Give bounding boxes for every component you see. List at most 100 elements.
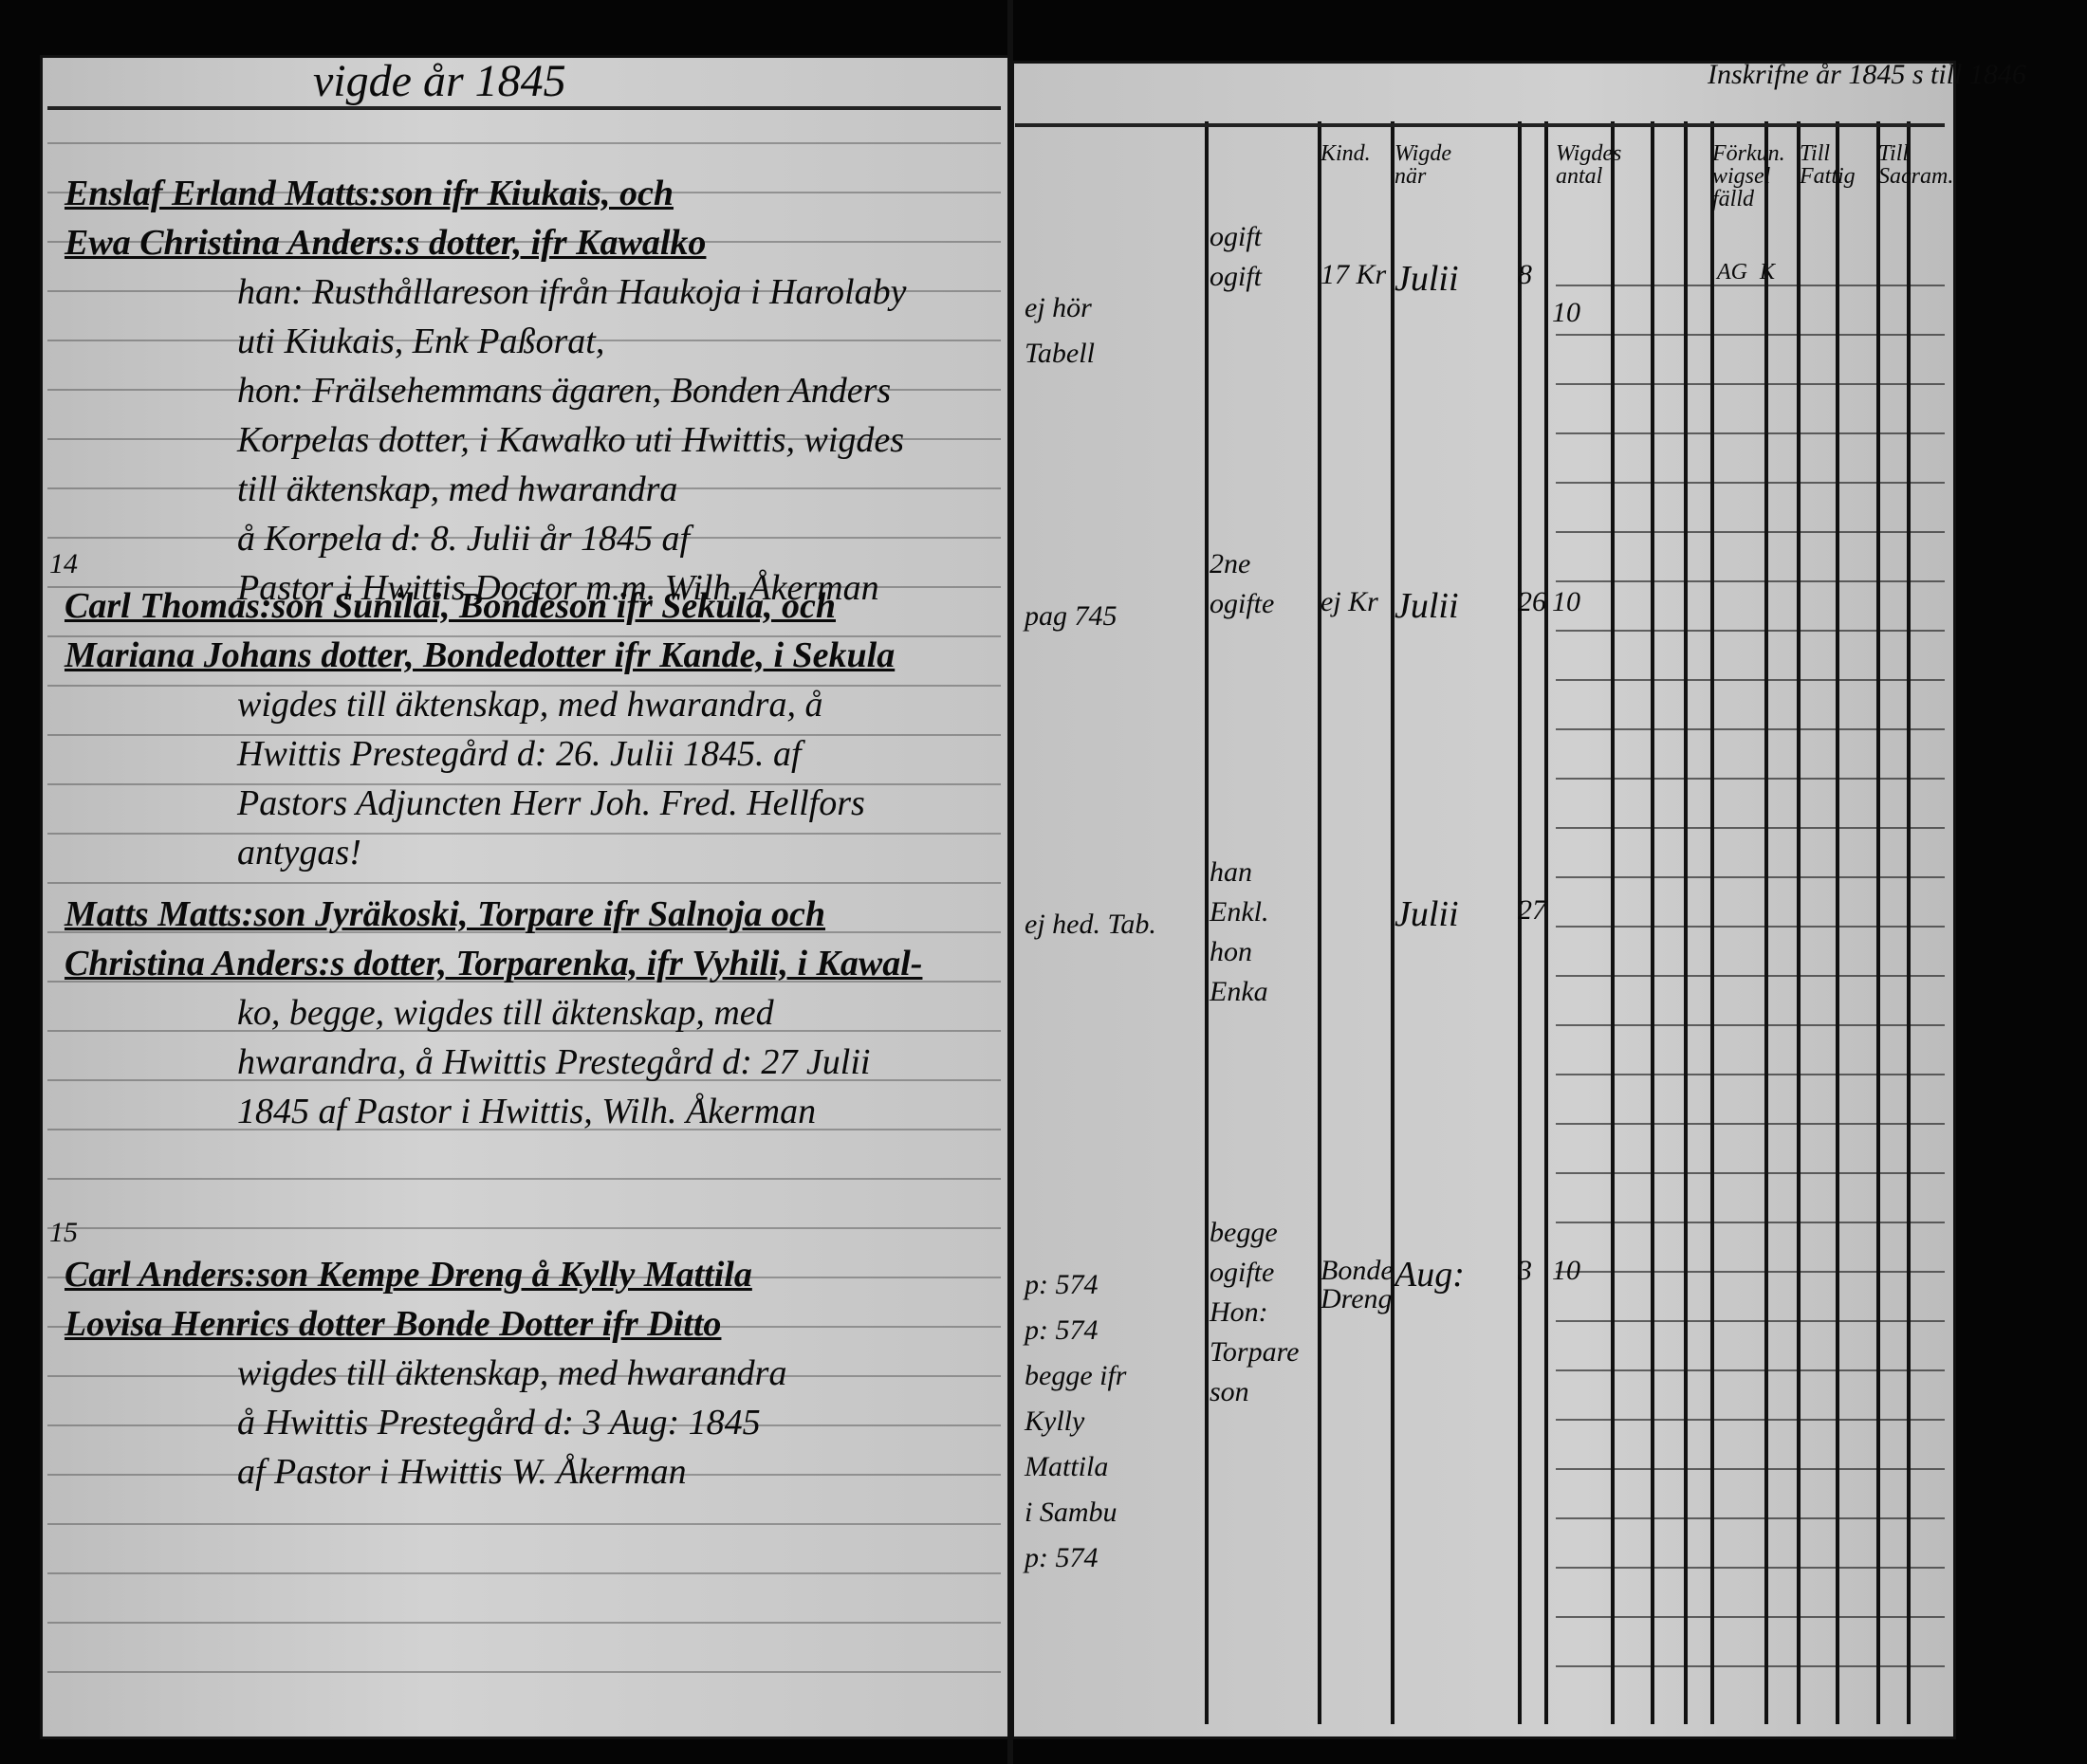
ruling-line [1556, 1271, 1945, 1273]
ruling-line [1556, 285, 1945, 286]
entry-note: Kylly [1025, 1406, 1085, 1437]
column-line [1391, 121, 1394, 1724]
ruling-line [47, 1622, 1001, 1624]
count: 10 [1552, 586, 1580, 617]
ruling-line [1556, 1567, 1945, 1569]
ruling-line [1556, 975, 1945, 977]
entry-note: p: 574 [1025, 1269, 1099, 1300]
ruling-line [47, 389, 1001, 391]
ruling-line [1556, 1369, 1945, 1371]
civil-status: Hon: [1210, 1296, 1268, 1328]
ruling-line [47, 142, 1001, 144]
ruling-line [47, 1277, 1001, 1278]
month: Julii [1394, 894, 1459, 934]
column-header: Till Sacram. [1878, 141, 1954, 189]
ruling-line [47, 783, 1001, 785]
entry-line: 1845 af Pastor i Hwittis, Wilh. Åkerman [237, 1092, 817, 1131]
spouse-name-line: Enslaf Erland Matts:son ifr Kiukais, och [65, 174, 674, 213]
ruling-line [1556, 827, 1945, 829]
entry-line: han: Rusthållareson ifrån Haukoja i Haro… [237, 272, 907, 312]
ruling-line [1556, 1320, 1945, 1322]
entry-note: Tabell [1025, 338, 1095, 369]
entry-line: till äktenskap, med hwarandra [237, 469, 678, 509]
ruling-line [47, 241, 1001, 243]
ruling-line [1556, 778, 1945, 780]
column-line [1876, 121, 1880, 1724]
ruling-line [47, 192, 1001, 193]
ruling-line [1556, 1074, 1945, 1075]
ruling-line [1556, 630, 1945, 632]
civil-status: Torpare [1210, 1336, 1300, 1368]
civil-status: ogifte [1210, 588, 1275, 619]
ruling-line [47, 833, 1001, 835]
entry-line: wigdes till äktenskap, med hwarandra [237, 1353, 787, 1393]
ruling-line [47, 635, 1001, 637]
entry-line: antygas! [237, 833, 361, 873]
ruling-line [1556, 334, 1945, 336]
column-header: Wigde när [1394, 141, 1451, 189]
civil-status: han [1210, 856, 1252, 888]
ruling-line [1556, 926, 1945, 928]
ruling-line [47, 1523, 1001, 1525]
ruling-line [47, 1129, 1001, 1130]
ruling-line [1556, 1172, 1945, 1174]
kind: Bonde Dreng [1321, 1255, 1394, 1314]
column-header: Wigdes antal [1556, 141, 1622, 189]
civil-status: son [1210, 1376, 1249, 1407]
ruling-line [47, 340, 1001, 341]
entry-line: hon: Frälsehemmans ägaren, Bonden Anders [237, 371, 892, 411]
entry-line: å Hwittis Prestegård d: 3 Aug: 1845 [237, 1403, 761, 1442]
ruling-line [47, 931, 1001, 933]
entry-note: p: 574 [1025, 1314, 1099, 1346]
civil-status: ogifte [1210, 1257, 1275, 1288]
column-header: Kind. [1321, 141, 1371, 166]
spouse-name-line: Carl Anders:son Kempe Dreng å Kylly Matt… [65, 1255, 752, 1295]
ruling-line [47, 1572, 1001, 1574]
ruling-line [1556, 728, 1945, 730]
count: 10 [1552, 1255, 1580, 1286]
ruling-line [1556, 1222, 1945, 1223]
ruling-line [1015, 123, 1945, 127]
subcolumn-header: AG [1717, 260, 1747, 285]
column-header: Till Fattig [1800, 141, 1856, 189]
ruling-line [1556, 1616, 1945, 1618]
ruling-line [1556, 1665, 1945, 1667]
ruling-line [47, 290, 1001, 292]
day: 8 [1518, 259, 1532, 290]
spouse-name-line: Ewa Christina Anders:s dotter, ifr Kawal… [65, 223, 707, 263]
civil-status: hon [1210, 936, 1252, 967]
ruling-line [47, 1030, 1001, 1032]
kind: ej Kr [1321, 586, 1378, 617]
entry-line: hwarandra, å Hwittis Prestegård d: 27 Ju… [237, 1042, 871, 1082]
column-line [1684, 121, 1688, 1724]
ruling-line [1556, 1468, 1945, 1470]
column-line [1205, 121, 1209, 1724]
column-line [1907, 121, 1911, 1724]
ruling-line [47, 1424, 1001, 1426]
ruling-line [1556, 531, 1945, 533]
civil-status: begge [1210, 1217, 1278, 1248]
ruling-line [1556, 1517, 1945, 1519]
month: Julii [1394, 259, 1459, 299]
entry-note: p: 574 [1025, 1542, 1099, 1573]
spouse-name-line: Matts Matts:son Jyräkoski, Torpare ifr S… [65, 894, 826, 934]
ruling-line [47, 586, 1001, 588]
civil-status: ogift [1210, 261, 1263, 292]
day: 27 [1518, 894, 1546, 926]
entry-line: Korpelas dotter, i Kawalko uti Hwittis, … [237, 420, 905, 460]
entry-line: å Korpela d: 8. Julii år 1845 af [237, 519, 691, 559]
ruling-line [47, 1326, 1001, 1328]
day: 3 [1518, 1255, 1532, 1286]
ruling-line [1556, 1123, 1945, 1125]
day: 26 [1518, 586, 1546, 617]
ruling-line [47, 734, 1001, 736]
right-page [1011, 61, 1956, 1739]
ruling-line [47, 1375, 1001, 1377]
column-line [1544, 121, 1548, 1724]
subcolumn-header: K [1760, 260, 1776, 285]
entry-note: ej hör [1025, 292, 1092, 323]
column-line [1651, 121, 1654, 1724]
ruling-line [1556, 482, 1945, 484]
column-line [1518, 121, 1522, 1724]
